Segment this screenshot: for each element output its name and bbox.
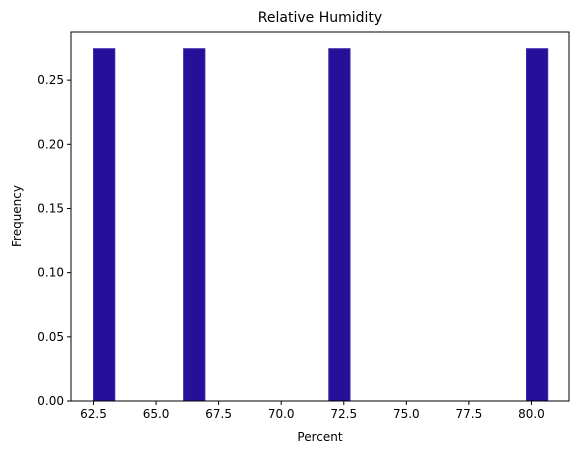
y-tick-label: 0.10 <box>37 266 64 280</box>
y-axis-label: Frequency <box>10 185 24 247</box>
x-tick-label: 77.5 <box>456 407 483 421</box>
x-tick-label: 72.5 <box>330 407 357 421</box>
x-tick-label: 62.5 <box>80 407 107 421</box>
x-tick-label: 80.0 <box>518 407 545 421</box>
chart-title: Relative Humidity <box>258 10 382 26</box>
x-axis-ticks: 62.5 65.0 67.5 70.0 72.5 75.0 77.5 80.0 <box>80 401 545 421</box>
x-tick-label: 70.0 <box>268 407 295 421</box>
x-axis-label: Percent <box>297 430 342 444</box>
histogram-bar-3 <box>328 48 351 402</box>
bars-layer <box>93 48 549 402</box>
x-tick-label: 67.5 <box>205 407 232 421</box>
y-tick-label: 0.25 <box>37 73 64 87</box>
histogram-bar-1 <box>93 48 116 402</box>
x-tick-label: 65.0 <box>143 407 170 421</box>
y-tick-label: 0.00 <box>37 394 64 408</box>
y-tick-label: 0.05 <box>37 330 64 344</box>
x-tick-label: 75.0 <box>393 407 420 421</box>
y-tick-label: 0.20 <box>37 137 64 151</box>
y-axis-ticks: 0.00 0.05 0.10 0.15 0.20 0.25 <box>37 73 71 408</box>
histogram-bar-2 <box>183 48 206 402</box>
y-tick-label: 0.15 <box>37 201 64 215</box>
histogram-bar-4 <box>525 48 549 402</box>
plot-frame <box>70 31 570 402</box>
